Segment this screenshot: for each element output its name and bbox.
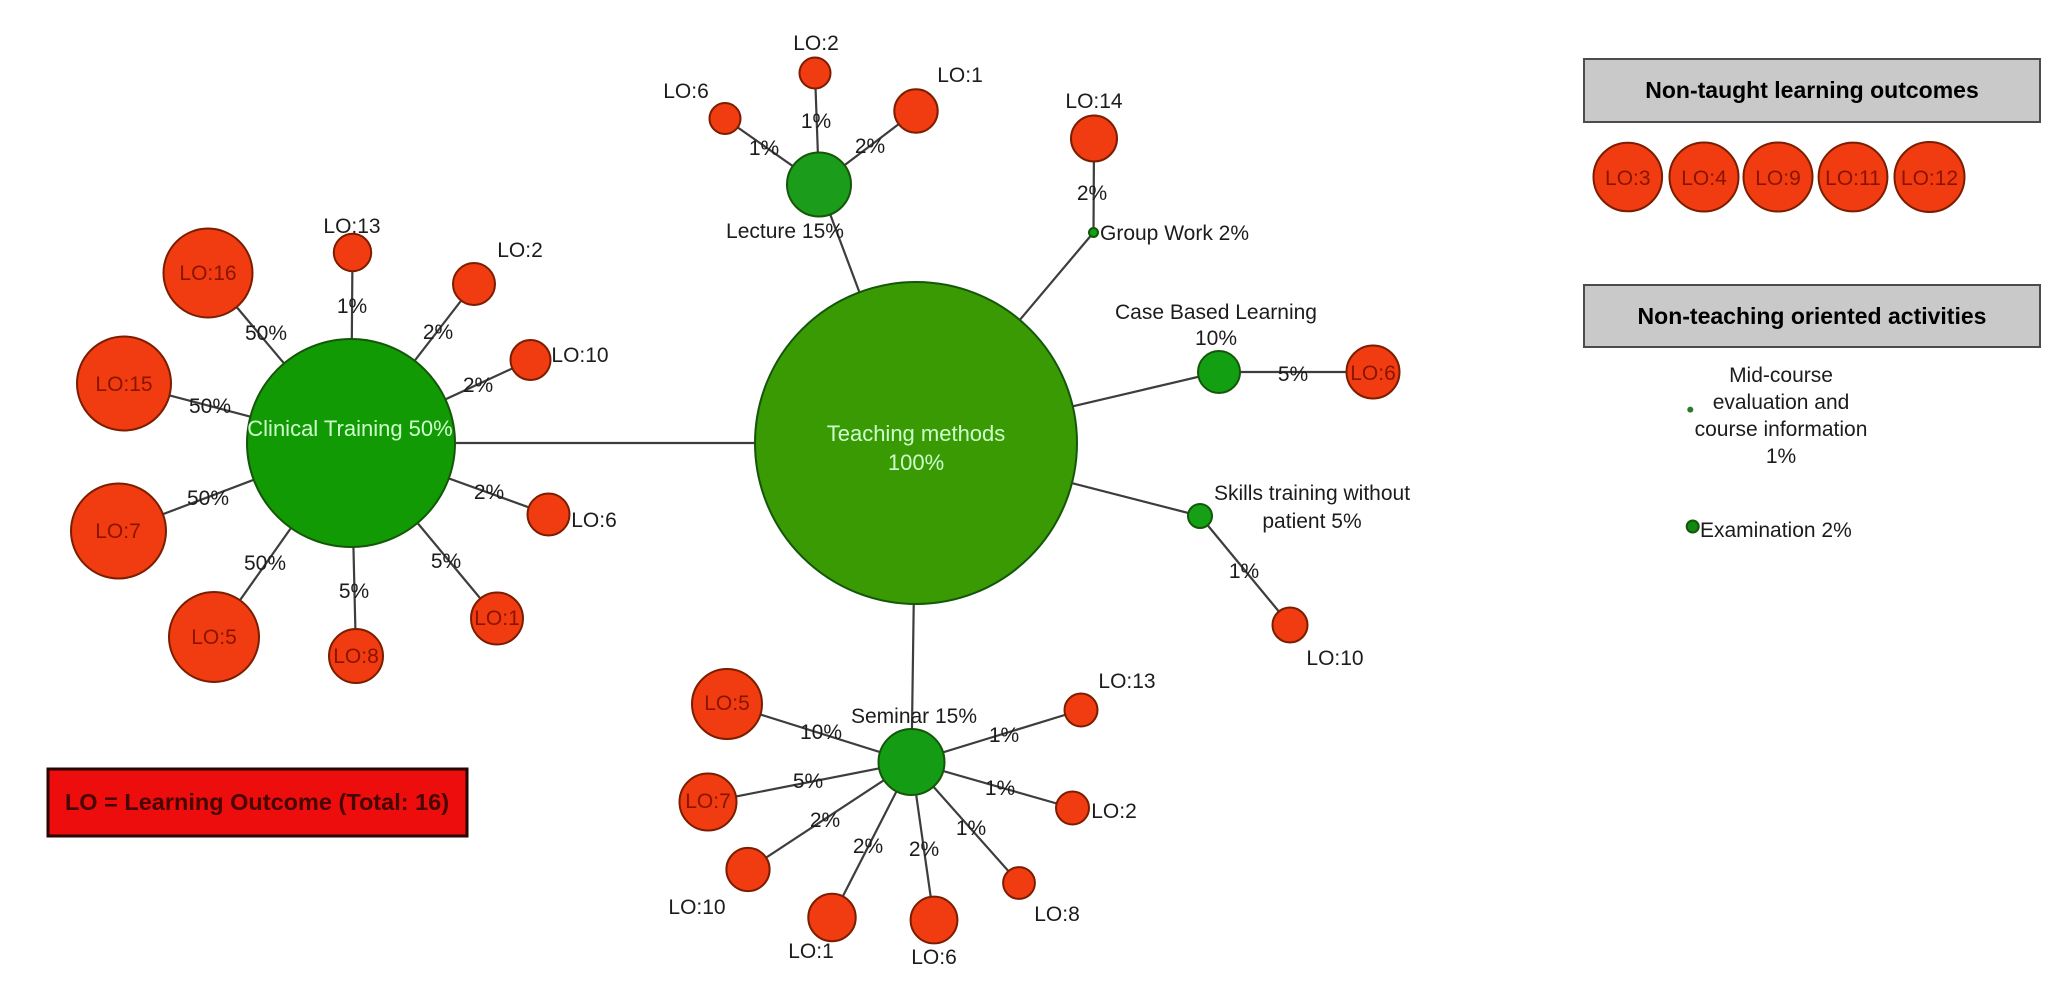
svg-text:LO:1: LO:1 <box>474 607 520 630</box>
svg-text:LO:10: LO:10 <box>1306 647 1363 670</box>
svg-text:LO:9: LO:9 <box>1755 167 1801 190</box>
svg-text:evaluation and: evaluation and <box>1713 391 1850 414</box>
svg-text:Case Based Learning: Case Based Learning <box>1115 301 1317 324</box>
svg-text:5%: 5% <box>431 550 461 573</box>
svg-text:Non-teaching oriented activiti: Non-teaching oriented activities <box>1638 303 1987 329</box>
svg-text:1%: 1% <box>956 817 986 840</box>
svg-text:LO:2: LO:2 <box>497 239 543 262</box>
svg-text:100%: 100% <box>888 450 944 475</box>
svg-text:2%: 2% <box>1077 182 1107 205</box>
svg-text:10%: 10% <box>800 721 842 744</box>
svg-text:2%: 2% <box>810 809 840 832</box>
svg-text:2%: 2% <box>474 481 504 504</box>
svg-text:LO:6: LO:6 <box>1350 362 1396 385</box>
svg-text:LO:15: LO:15 <box>95 373 152 396</box>
svg-text:50%: 50% <box>245 322 287 345</box>
svg-text:Lecture 15%: Lecture 15% <box>726 220 844 243</box>
svg-text:LO:16: LO:16 <box>179 262 236 285</box>
svg-text:Clinical Training 50%: Clinical Training 50% <box>247 416 452 441</box>
svg-text:1%: 1% <box>985 777 1015 800</box>
svg-text:patient 5%: patient 5% <box>1262 510 1361 533</box>
svg-text:50%: 50% <box>189 395 231 418</box>
svg-text:Examination 2%: Examination 2% <box>1700 519 1852 542</box>
svg-text:1%: 1% <box>337 295 367 318</box>
svg-text:LO:12: LO:12 <box>1901 167 1958 190</box>
svg-text:LO:6: LO:6 <box>571 509 617 532</box>
svg-text:LO:5: LO:5 <box>191 626 237 649</box>
svg-text:LO:3: LO:3 <box>1605 167 1651 190</box>
svg-text:LO:10: LO:10 <box>551 344 608 367</box>
svg-text:2%: 2% <box>423 321 453 344</box>
svg-text:2%: 2% <box>909 838 939 861</box>
svg-text:LO:2: LO:2 <box>793 32 839 55</box>
svg-text:LO:7: LO:7 <box>685 790 731 813</box>
svg-text:Skills training without: Skills training without <box>1214 482 1410 505</box>
svg-text:Group Work 2%: Group Work 2% <box>1100 222 1249 245</box>
svg-text:LO:1: LO:1 <box>788 940 834 963</box>
svg-text:10%: 10% <box>1195 327 1237 350</box>
svg-text:LO:5: LO:5 <box>704 692 750 715</box>
svg-text:LO:13: LO:13 <box>323 215 380 238</box>
svg-text:50%: 50% <box>187 487 229 510</box>
svg-text:LO:4: LO:4 <box>1681 167 1727 190</box>
svg-text:1%: 1% <box>801 110 831 133</box>
svg-text:2%: 2% <box>855 135 885 158</box>
svg-text:LO:11: LO:11 <box>1825 167 1881 190</box>
svg-text:1%: 1% <box>749 137 779 160</box>
svg-text:LO:1: LO:1 <box>937 64 983 87</box>
svg-text:LO:2: LO:2 <box>1091 800 1137 823</box>
svg-text:1%: 1% <box>1229 560 1259 583</box>
svg-text:LO:8: LO:8 <box>333 645 379 668</box>
svg-text:Mid-course: Mid-course <box>1729 364 1833 387</box>
svg-text:LO:13: LO:13 <box>1098 670 1155 693</box>
svg-text:1%: 1% <box>989 724 1019 747</box>
svg-text:Teaching methods: Teaching methods <box>827 421 1006 446</box>
svg-text:1%: 1% <box>1766 445 1796 468</box>
svg-text:5%: 5% <box>793 770 823 793</box>
svg-text:50%: 50% <box>244 552 286 575</box>
svg-text:5%: 5% <box>1278 363 1308 386</box>
svg-text:5%: 5% <box>339 580 369 603</box>
svg-text:Seminar 15%: Seminar 15% <box>851 705 977 728</box>
svg-text:LO:14: LO:14 <box>1065 90 1123 113</box>
svg-text:LO:6: LO:6 <box>911 946 957 969</box>
svg-text:2%: 2% <box>853 835 883 858</box>
svg-text:LO:7: LO:7 <box>95 520 141 543</box>
svg-text:LO:10: LO:10 <box>668 896 725 919</box>
svg-text:LO:8: LO:8 <box>1034 903 1080 926</box>
svg-text:Non-taught learning outcomes: Non-taught learning outcomes <box>1645 77 1979 103</box>
svg-text:LO = Learning Outcome (Total:: LO = Learning Outcome (Total: 16) <box>65 789 449 815</box>
svg-text:course information: course information <box>1695 418 1868 441</box>
svg-text:2%: 2% <box>463 374 493 397</box>
svg-text:LO:6: LO:6 <box>663 80 709 103</box>
